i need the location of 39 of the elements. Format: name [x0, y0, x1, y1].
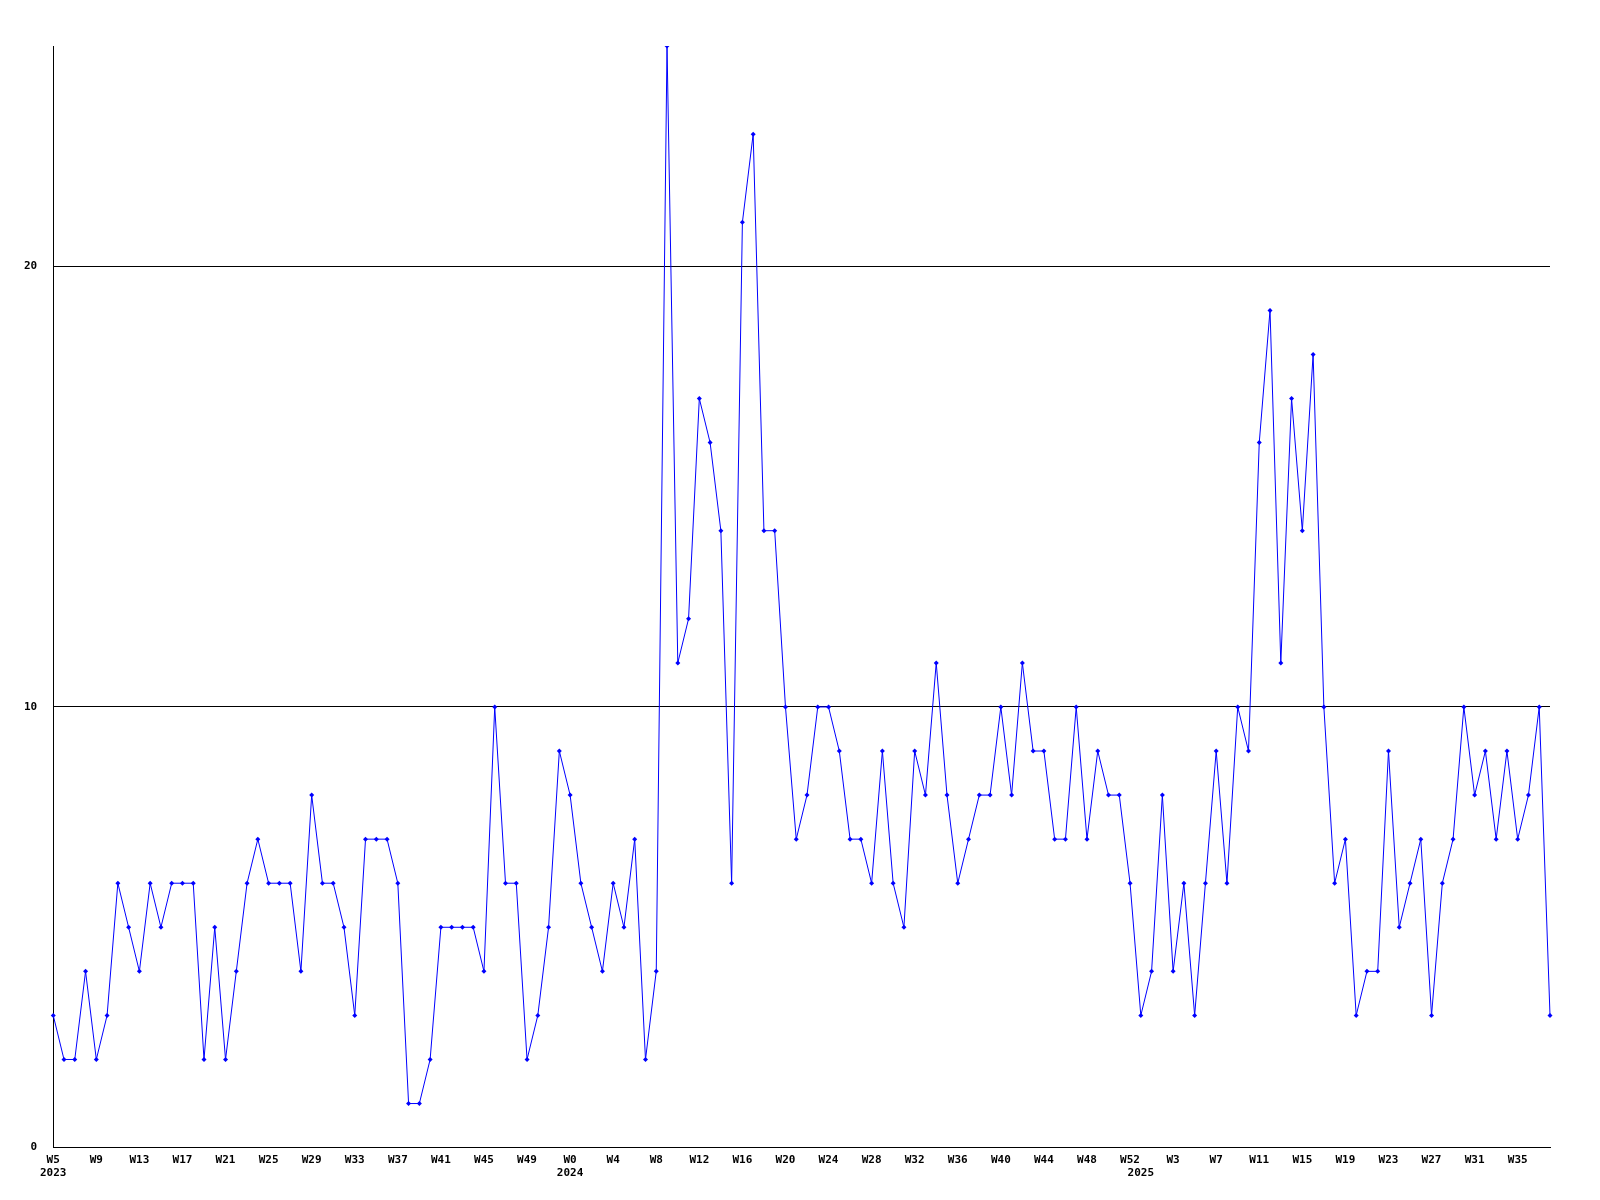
- x-tick-label: W23: [1378, 1153, 1399, 1167]
- x-tick-label: W8: [649, 1153, 663, 1167]
- x-tick-label: W27: [1421, 1153, 1442, 1167]
- x-tick-label: W13: [129, 1153, 150, 1167]
- x-tick-label: W25: [258, 1153, 279, 1167]
- x-tick-label: W33: [344, 1153, 365, 1167]
- y-tick-label: 0: [30, 1140, 38, 1154]
- x-tick-label: W20: [775, 1153, 796, 1167]
- x-tick-label: W24: [818, 1153, 839, 1167]
- x-tick-label: W15: [1292, 1153, 1313, 1167]
- x-tick-label: W41: [430, 1153, 452, 1167]
- x-tick-label: W7: [1209, 1153, 1223, 1167]
- x-tick-label: W12: [689, 1153, 710, 1167]
- x-tick-label: 2025: [1127, 1166, 1155, 1180]
- x-tick-label: W52: [1120, 1153, 1140, 1167]
- x-tick-label: W3: [1166, 1153, 1180, 1167]
- y-tick-label: 10: [24, 699, 38, 713]
- x-tick-label: W5 2023: [40, 1153, 67, 1180]
- y-tick-label: 20: [24, 259, 38, 273]
- x-tick-label: W16: [732, 1153, 753, 1167]
- x-tick-label: W36: [947, 1153, 969, 1167]
- x-tick-label: W37: [387, 1153, 408, 1167]
- x-tick-label: W40: [990, 1153, 1011, 1167]
- x-tick-label: W4: [606, 1153, 621, 1167]
- x-tick-label: W9: [89, 1153, 103, 1167]
- x-tick-label: W44: [1033, 1153, 1055, 1167]
- x-tick-label: W45: [474, 1153, 494, 1167]
- x-tick-label: W28: [861, 1153, 882, 1167]
- x-tick-label: W11: [1249, 1153, 1270, 1167]
- x-tick-label: W49: [517, 1153, 537, 1167]
- x-tick-label: W31: [1464, 1153, 1485, 1167]
- x-tick-label: W17: [172, 1153, 193, 1167]
- x-tick-label: W29: [301, 1153, 322, 1167]
- x-tick-label: W21: [215, 1153, 236, 1167]
- x-tick-label: W0 2024: [556, 1153, 584, 1180]
- x-tick-label: W48: [1077, 1153, 1097, 1167]
- x-tick-label: W32: [904, 1153, 925, 1167]
- x-tick-label: W19: [1335, 1153, 1356, 1167]
- x-tick-label: W35: [1507, 1153, 1528, 1167]
